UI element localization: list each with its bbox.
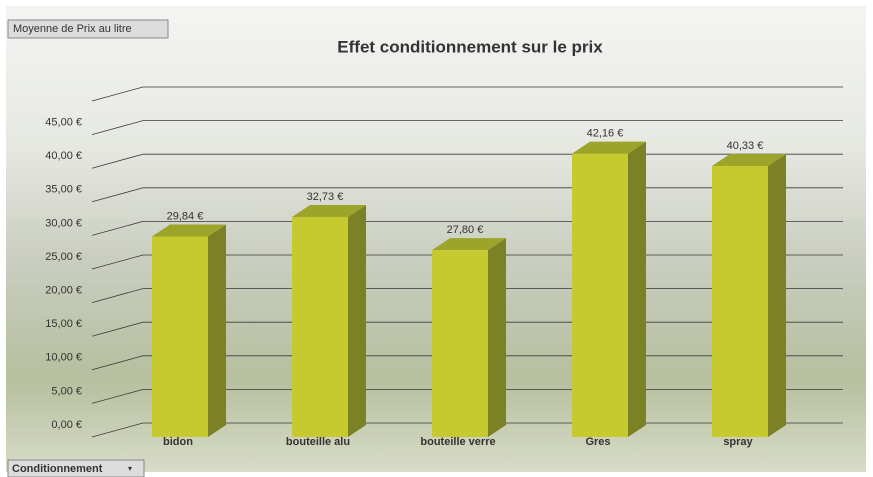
data-label: 42,16 € bbox=[587, 128, 624, 140]
y-tick-label: 10,00 € bbox=[45, 352, 82, 364]
bar-side bbox=[348, 205, 366, 437]
bar bbox=[712, 166, 768, 437]
y-tick-label: 5,00 € bbox=[51, 385, 82, 397]
x-tick-label: spray bbox=[723, 436, 753, 448]
x-tick-label: bouteille alu bbox=[286, 436, 350, 448]
chart-title: Effet conditionnement sur le prix bbox=[337, 37, 603, 56]
y-tick-label: 25,00 € bbox=[45, 251, 82, 263]
x-tick-label: bidon bbox=[163, 436, 193, 448]
field-button-label: Moyenne de Prix au litre bbox=[13, 23, 132, 35]
data-label: 32,73 € bbox=[307, 191, 344, 203]
y-tick-label: 15,00 € bbox=[45, 318, 82, 330]
dropdown-icon: ▾ bbox=[128, 464, 132, 473]
bar-side bbox=[488, 238, 506, 437]
chart: Moyenne de Prix au litre Conditionnement… bbox=[0, 0, 873, 477]
bar-side bbox=[208, 224, 226, 437]
x-tick-label: Gres bbox=[585, 436, 610, 448]
y-tick-label: 30,00 € bbox=[45, 217, 82, 229]
y-tick-label: 20,00 € bbox=[45, 285, 82, 297]
data-label: 27,80 € bbox=[447, 224, 484, 236]
bar-side bbox=[628, 142, 646, 437]
y-tick-label: 40,00 € bbox=[45, 150, 82, 162]
data-label: 40,33 € bbox=[727, 140, 764, 152]
x-tick-label: bouteille verre bbox=[420, 436, 495, 448]
bar bbox=[432, 250, 488, 437]
bar bbox=[292, 217, 348, 437]
bar bbox=[152, 236, 208, 437]
bar bbox=[572, 154, 628, 437]
data-label: 29,84 € bbox=[167, 210, 204, 222]
bar-side bbox=[768, 154, 786, 437]
y-tick-label: 45,00 € bbox=[45, 117, 82, 129]
field-button-label: Conditionnement bbox=[12, 463, 103, 475]
y-tick-label: 35,00 € bbox=[45, 184, 82, 196]
y-tick-label: 0,00 € bbox=[51, 419, 82, 431]
